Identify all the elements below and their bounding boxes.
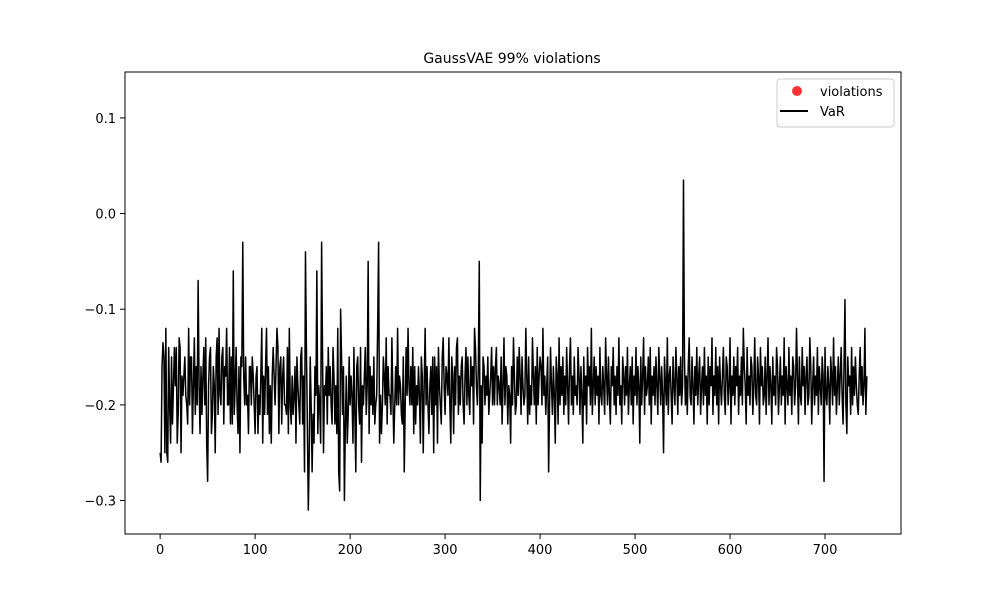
x-tick-label: 600: [718, 543, 743, 558]
legend-box: [776, 78, 895, 128]
x-tick-label: 500: [623, 543, 648, 558]
legend: violations VaR: [776, 78, 895, 128]
x-tick-label: 100: [243, 543, 268, 558]
legend-violations-label: violations: [820, 85, 883, 100]
y-tick-label: −0.2: [84, 399, 116, 414]
var-series-line: [159, 179, 868, 511]
y-tick-label: 0.0: [95, 208, 116, 223]
chart-title: GaussVAE 99% violations: [423, 51, 600, 67]
x-axis: 0 100 200 300 400 500 600 700: [156, 534, 837, 558]
y-tick-label: −0.3: [84, 495, 116, 510]
var-line: [159, 179, 868, 511]
y-tick-label: 0.1: [95, 112, 116, 127]
legend-var-label: VaR: [820, 105, 845, 120]
x-tick-label: 200: [338, 543, 363, 558]
plot-area: [124, 71, 902, 535]
legend-violations-marker: [792, 86, 802, 96]
y-tick-label: −0.1: [84, 303, 116, 318]
x-tick-label: 400: [528, 543, 553, 558]
x-tick-label: 0: [156, 543, 164, 558]
x-tick-label: 700: [813, 543, 838, 558]
y-axis: −0.3 −0.2 −0.1 0.0 0.1: [84, 112, 125, 510]
axes-frame: [124, 71, 902, 535]
x-tick-label: 300: [433, 543, 458, 558]
